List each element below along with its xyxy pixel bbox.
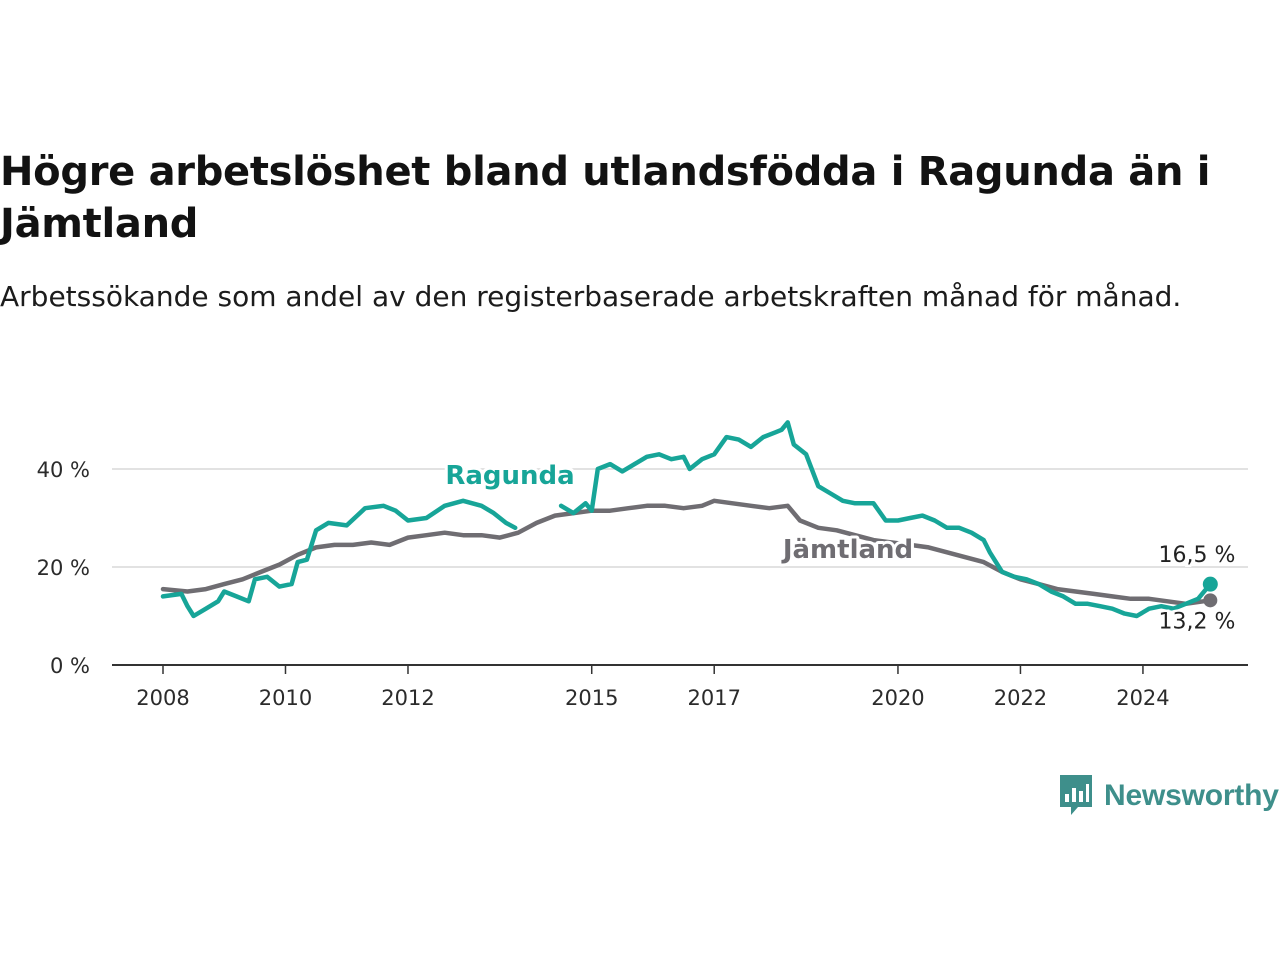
x-tick-label: 2015 (565, 686, 618, 710)
y-tick-label: 0 % (50, 654, 90, 678)
newsworthy-logo-icon (1060, 775, 1092, 815)
series-lines (160, 420, 1218, 619)
series-line-ragunda (160, 420, 1213, 619)
series-labels: Ragunda Jämtland 16,5 % 13,2 % (442, 458, 1238, 637)
x-tick-label: 2010 (259, 686, 312, 710)
brand-logo: Newsworthy (1058, 772, 1279, 820)
y-axis-ticks: 0 % 20 % 40 % (37, 458, 90, 678)
x-tick-label: 2012 (381, 686, 434, 710)
x-tick-label: 2024 (1116, 686, 1169, 710)
end-label-ragunda: 16,5 % (1159, 543, 1236, 568)
x-tick-label: 2022 (994, 686, 1047, 710)
x-tick-label: 2020 (871, 686, 924, 710)
chart-title: Högre arbetslöshet bland utlandsfödda i … (0, 149, 1211, 247)
end-label-jamtland: 13,2 % (1159, 609, 1236, 634)
x-axis-ticks: 2008 2010 2012 2015 2017 2020 2022 2024 (136, 665, 1170, 710)
brand-name: Newsworthy (1104, 779, 1279, 812)
chart-subtitle: Arbetssökande som andel av den registerb… (0, 280, 1182, 313)
y-tick-label: 40 % (37, 458, 90, 482)
end-point-jamtland (1203, 593, 1218, 608)
y-tick-label: 20 % (37, 556, 90, 580)
end-point-ragunda (1202, 576, 1218, 592)
series-line-jamtland (160, 498, 1213, 607)
x-tick-label: 2008 (136, 686, 189, 710)
line-chart: 0 % 20 % 40 % 2008 2010 2012 2015 2017 2020 2022… (37, 420, 1248, 710)
grid-lines (112, 468, 1248, 666)
x-tick-label: 2017 (687, 686, 740, 710)
series-label-jamtland: Jämtland (781, 535, 913, 565)
series-label-ragunda: Ragunda (445, 461, 574, 491)
